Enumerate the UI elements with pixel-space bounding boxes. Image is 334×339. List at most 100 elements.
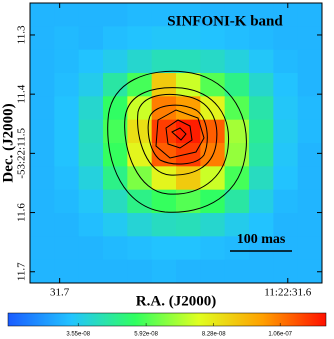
pixel (30, 26, 55, 51)
contour (137, 93, 218, 176)
pixel (224, 49, 250, 74)
pixel (151, 96, 177, 121)
pixel (151, 166, 177, 191)
pixel (200, 49, 226, 74)
contours (107, 70, 247, 213)
pixel (151, 213, 177, 237)
scale-label: 100 mas (237, 232, 286, 247)
contour (165, 119, 193, 149)
pixel (103, 236, 128, 261)
pixel (78, 49, 104, 74)
pixel (127, 119, 153, 144)
pixel (273, 166, 299, 191)
pixel (78, 166, 104, 191)
pixel (224, 3, 250, 27)
pixel (103, 26, 128, 51)
pixel (30, 259, 55, 284)
pixel (200, 96, 226, 121)
colorbar (7, 312, 327, 327)
pixel (224, 259, 250, 284)
pixel (151, 73, 177, 97)
pixel (273, 119, 299, 144)
pixel (249, 3, 274, 27)
pixel (273, 26, 299, 51)
pixel (54, 26, 80, 51)
pixel (224, 189, 250, 214)
pixel (297, 73, 323, 97)
pixel (151, 3, 177, 27)
pixel (176, 49, 201, 74)
pixel (30, 166, 55, 191)
pixel (54, 189, 80, 214)
colorbar-tick-label: 5.92e-08 (134, 332, 158, 338)
pixel (54, 73, 80, 97)
pixel (30, 119, 55, 144)
pixel (103, 73, 128, 97)
pixel (78, 119, 104, 144)
pixel (249, 166, 274, 191)
pixel (249, 73, 274, 97)
pixel (297, 3, 323, 27)
y-tick-label: 11.6 (16, 203, 28, 222)
pixel (127, 3, 153, 27)
pixel (297, 49, 323, 74)
pixel (78, 259, 104, 284)
pixel (249, 259, 274, 284)
pixel (176, 73, 201, 97)
y-axis-label: Dec. (J2000) (0, 103, 16, 182)
pixel (297, 236, 323, 261)
pixel (176, 119, 201, 144)
pixel (200, 26, 226, 51)
pixel (176, 143, 201, 167)
pixel (78, 26, 104, 51)
pixel (176, 189, 201, 214)
pixel (78, 96, 104, 121)
contour (107, 70, 247, 213)
pixel (103, 213, 128, 237)
pixel (54, 166, 80, 191)
pixel (127, 259, 153, 284)
pixel (127, 143, 153, 167)
pixel (249, 143, 274, 167)
pixel (54, 96, 80, 121)
x-axis-label: R.A. (J2000) (136, 293, 216, 309)
pixel (54, 119, 80, 144)
pixel (54, 143, 80, 167)
pixel (297, 143, 323, 167)
pixel (30, 189, 55, 214)
pixel (249, 119, 274, 144)
pixel (54, 236, 80, 261)
pixel (103, 189, 128, 214)
pixel (151, 143, 177, 167)
contour (155, 109, 205, 159)
pixel (78, 3, 104, 27)
pixel (200, 189, 226, 214)
pixel (30, 213, 55, 237)
pixel (273, 189, 299, 214)
pixel (78, 73, 104, 97)
pixel (224, 26, 250, 51)
pixel (78, 189, 104, 214)
pixel (30, 236, 55, 261)
pixel (151, 189, 177, 214)
pixel (249, 49, 274, 74)
pixel (127, 49, 153, 74)
y-tick-label: -53:22:11.5 (16, 128, 28, 179)
contour (147, 104, 208, 165)
pixel (54, 213, 80, 237)
plot-frame (29, 2, 323, 284)
pixel (54, 49, 80, 74)
pixel (103, 96, 128, 121)
pixel (151, 259, 177, 284)
pixel (127, 73, 153, 97)
pixel (200, 259, 226, 284)
pixel (224, 143, 250, 167)
pixel (127, 26, 153, 51)
pixel (273, 259, 299, 284)
pixel (297, 26, 323, 51)
pixel (297, 166, 323, 191)
pixel (297, 96, 323, 121)
x-tick-label: 31.7 (50, 287, 70, 299)
y-tick-label: 11.4 (16, 84, 28, 103)
pixel (297, 213, 323, 237)
